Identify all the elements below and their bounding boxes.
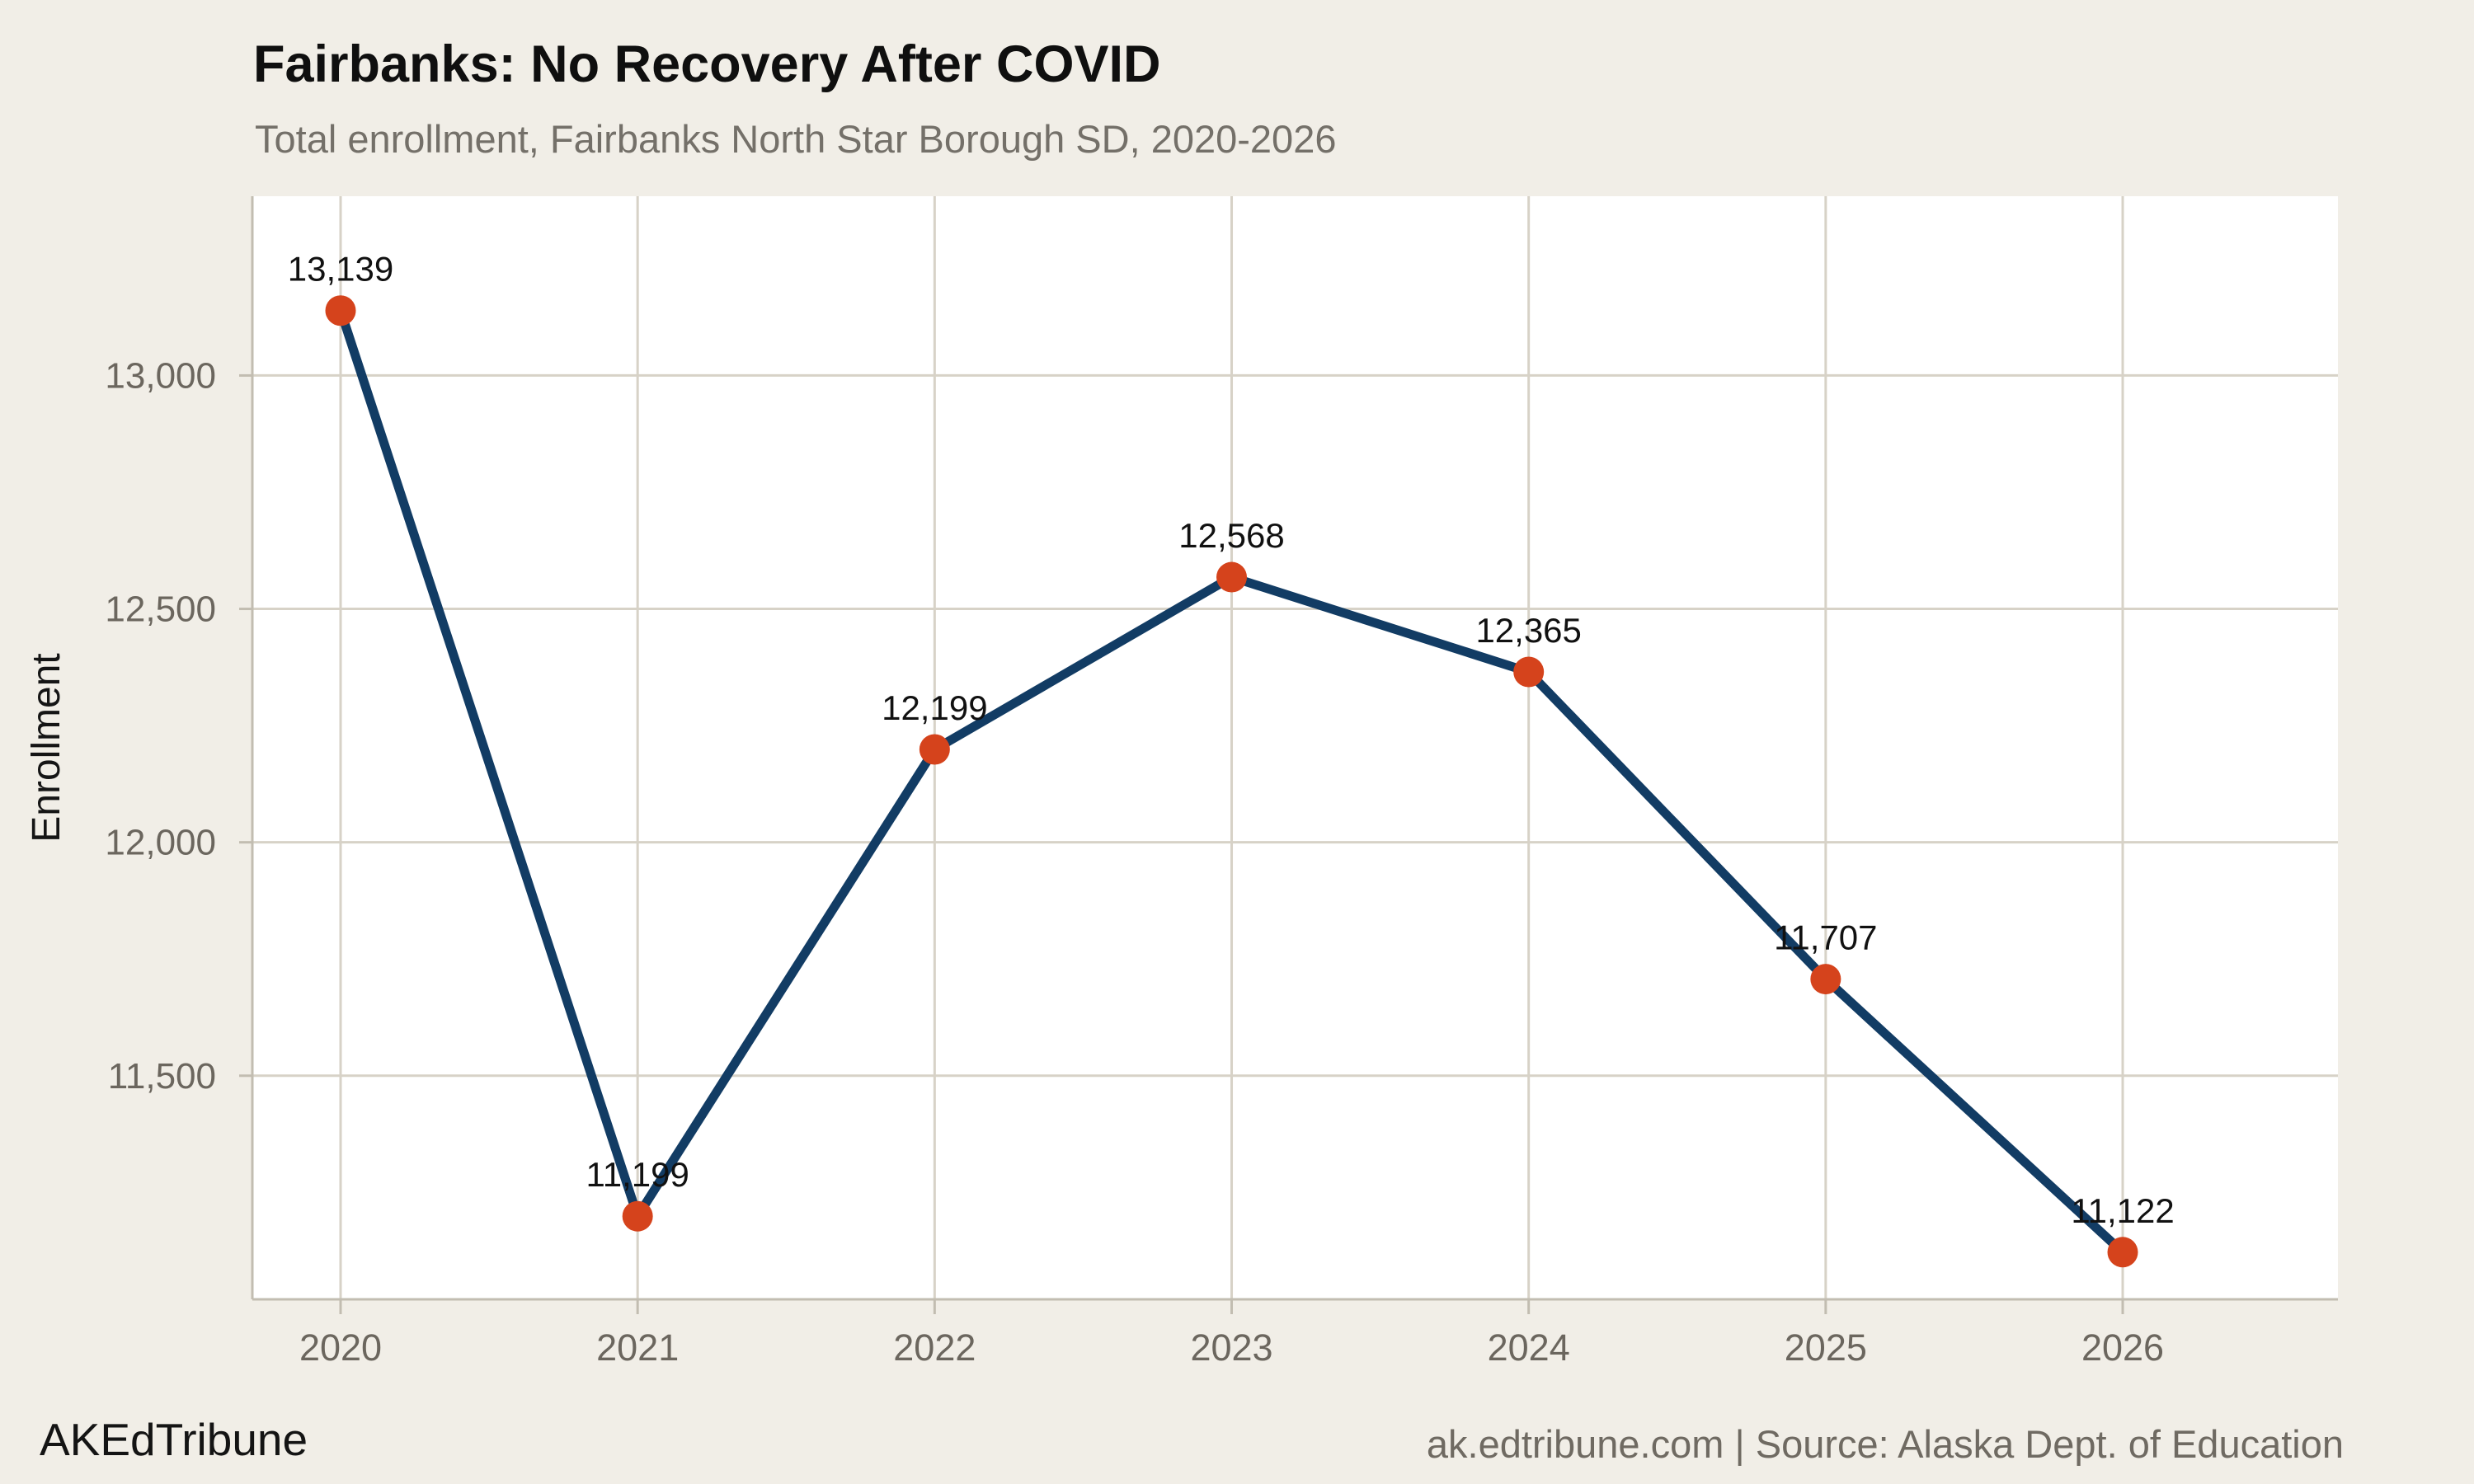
data-point-label: 12,568 [1178, 516, 1284, 555]
chart-title: Fairbanks: No Recovery After COVID [253, 35, 1161, 93]
data-point [1513, 656, 1545, 688]
x-tick-label: 2021 [596, 1327, 679, 1369]
data-point [2107, 1237, 2138, 1268]
footer-brand: AKEdTribune [40, 1414, 308, 1465]
plot-panel [252, 196, 2338, 1299]
footer-source-credit: ak.edtribune.com | Source: Alaska Dept. … [1426, 1422, 2344, 1466]
data-point-label: 12,365 [1475, 611, 1581, 650]
x-tick-label: 2026 [2081, 1327, 2164, 1369]
x-tick-label: 2020 [299, 1327, 382, 1369]
y-tick-label: 12,000 [105, 823, 216, 863]
y-tick-label: 11,500 [108, 1056, 216, 1097]
y-tick-label: 12,500 [105, 589, 216, 630]
data-point-label: 12,199 [882, 688, 987, 727]
data-point [1810, 964, 1841, 995]
data-point-label: 11,122 [2071, 1191, 2174, 1230]
data-point-label: 11,707 [1774, 918, 1877, 957]
data-point [622, 1200, 653, 1232]
x-tick-label: 2023 [1190, 1327, 1272, 1369]
data-point-label: 13,139 [288, 250, 393, 289]
y-axis-title: Enrollment [25, 653, 68, 842]
data-point [919, 734, 950, 765]
y-tick-label: 13,000 [105, 355, 216, 396]
chart-subtitle: Total enrollment, Fairbanks North Star B… [255, 117, 1337, 161]
data-point-label: 11,199 [586, 1155, 689, 1194]
data-point [325, 295, 356, 326]
x-tick-label: 2024 [1488, 1327, 1570, 1369]
data-point [1216, 561, 1248, 593]
x-tick-label: 2022 [893, 1327, 976, 1369]
x-tick-label: 2025 [1785, 1327, 1867, 1369]
